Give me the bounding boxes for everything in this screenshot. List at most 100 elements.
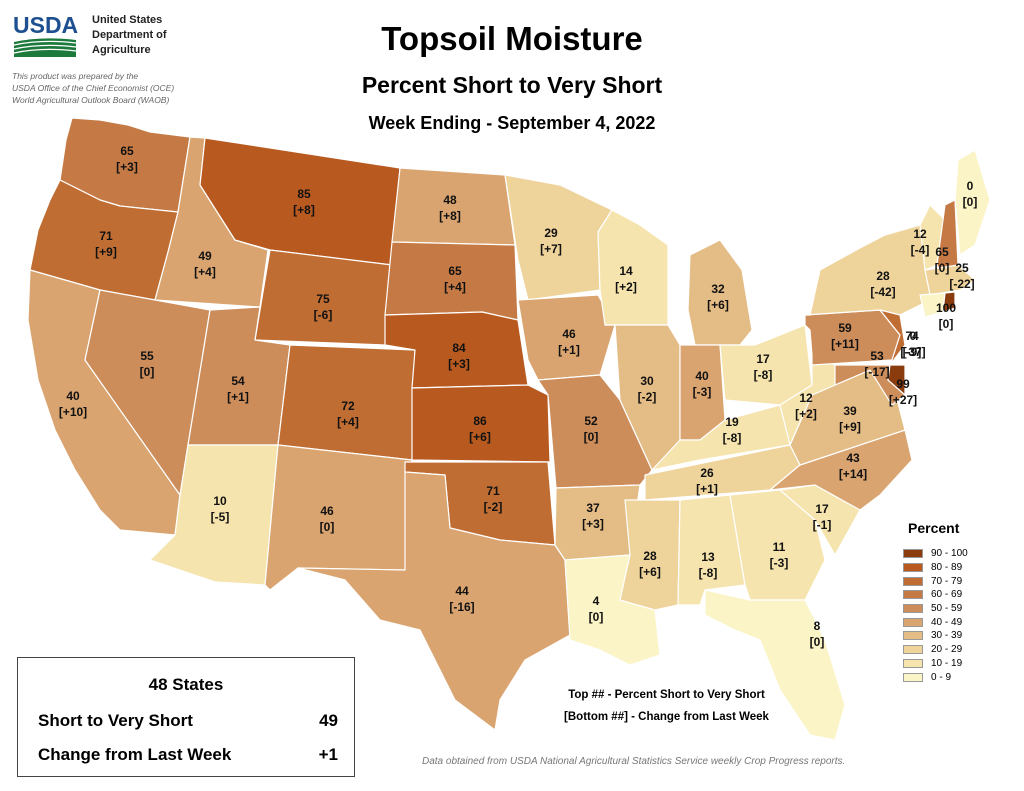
state-change-ky: [-8] — [723, 431, 742, 445]
state-change-id: [+4] — [194, 265, 216, 279]
state-value-az: 10 — [213, 494, 227, 508]
state-value-id: 49 — [198, 249, 212, 263]
state-change-ca: [+10] — [59, 405, 87, 419]
summary-title: 48 States — [148, 675, 224, 694]
state-change-ia: [+1] — [558, 343, 580, 357]
state-change-oh: [-8] — [754, 368, 773, 382]
state-value-mo: 52 — [584, 414, 598, 428]
state-change-wv: [+2] — [795, 407, 817, 421]
state-change-ct: [-37] — [900, 345, 925, 359]
key-top-note: Top ## - Percent Short to Very Short — [568, 689, 765, 701]
state-value-me: 0 — [967, 179, 974, 193]
legend-swatch — [903, 604, 923, 614]
state-value-ks: 86 — [473, 414, 487, 428]
state-fl — [704, 589, 846, 741]
state-change-wi: [+2] — [615, 280, 637, 294]
state-change-nm: [0] — [320, 520, 335, 534]
state-change-ny: [-42] — [870, 285, 895, 299]
state-change-mt: [+8] — [293, 203, 315, 217]
agency-name: United States Department of Agriculture — [92, 13, 167, 58]
legend-item: 50 - 59 — [903, 602, 968, 616]
legend-label: 60 - 69 — [931, 589, 963, 601]
state-change-vt: [-4] — [911, 243, 930, 257]
state-change-va: [+9] — [839, 420, 861, 434]
state-change-co: [+4] — [337, 415, 359, 429]
state-change-mo: [0] — [584, 430, 599, 444]
legend-swatch — [903, 631, 923, 641]
legend-label: 40 - 49 — [931, 616, 963, 628]
state-change-az: [-5] — [211, 510, 230, 524]
summary-label: Change from Last Week — [38, 745, 232, 764]
legend-item: 90 - 100 — [903, 547, 968, 561]
state-change-nc: [+14] — [839, 467, 867, 481]
legend-swatch — [903, 549, 923, 559]
state-change-ok: [-2] — [484, 500, 503, 514]
legend: Percent 90 - 100 80 - 89 70 - 79 60 - 69 50 … — [903, 520, 968, 684]
state-change-sc: [-1] — [813, 518, 832, 532]
state-ma — [924, 264, 976, 296]
state-tx — [297, 471, 571, 731]
state-value-nm: 46 — [320, 504, 334, 518]
agency-line: Department of — [92, 29, 167, 41]
state-value-md: 53 — [870, 349, 884, 363]
legend-item: 60 - 69 — [903, 588, 968, 602]
summary-box: 48 States Short to Very Short 49 Change … — [17, 657, 355, 777]
legend-label: 90 - 100 — [931, 548, 968, 560]
state-change-de: [+27] — [889, 393, 917, 407]
state-change-ms: [+6] — [639, 565, 661, 579]
state-change-fl: [0] — [810, 635, 825, 649]
legend-title: Percent — [908, 520, 960, 536]
state-value-wy: 75 — [316, 292, 330, 306]
state-change-md: [-17] — [864, 365, 889, 379]
state-value-tx: 44 — [455, 584, 469, 598]
state-change-ut: [+1] — [227, 390, 249, 404]
state-ri — [942, 291, 956, 313]
legend-item: 0 - 9 — [903, 670, 968, 684]
agency-line: Agriculture — [92, 44, 151, 56]
week-ending: Week Ending - September 4, 2022 — [368, 113, 656, 133]
state-value-mi: 32 — [711, 282, 725, 296]
state-value-co: 72 — [341, 399, 355, 413]
state-change-me: [0] — [963, 195, 978, 209]
state-value-sd: 65 — [448, 264, 462, 278]
map-subtitle: Percent Short to Very Short — [361, 72, 663, 98]
state-value-de: 99 — [896, 377, 910, 391]
agency-line: United States — [92, 14, 163, 26]
state-change-ma: [-22] — [949, 277, 974, 291]
state-value-ut: 54 — [231, 374, 245, 388]
state-value-nj: 74 — [905, 329, 919, 343]
state-value-va: 39 — [843, 404, 857, 418]
state-value-in: 40 — [695, 369, 709, 383]
state-value-ca: 40 — [66, 389, 80, 403]
legend-item: 20 - 29 — [903, 643, 968, 657]
state-value-nd: 48 — [443, 193, 457, 207]
usda-logo-text: USDA — [13, 12, 78, 38]
state-value-wi: 14 — [619, 264, 633, 278]
state-value-fl: 8 — [814, 619, 821, 633]
state-change-nj: [-9] — [903, 345, 922, 359]
state-value-ky: 19 — [725, 415, 739, 429]
state-value-ri: 100 — [936, 301, 956, 315]
state-value-ar: 37 — [586, 501, 600, 515]
state-change-il: [-2] — [638, 390, 657, 404]
state-value-oh: 17 — [756, 352, 770, 366]
state-value-ga: 11 — [773, 540, 786, 554]
state-value-ok: 71 — [486, 484, 500, 498]
state-change-mn: [+7] — [540, 242, 562, 256]
state-il — [604, 324, 681, 471]
legend-swatch — [903, 658, 923, 668]
legend-item: 80 - 89 — [903, 561, 968, 575]
state-change-nd: [+8] — [439, 209, 461, 223]
state-change-nv: [0] — [140, 365, 155, 379]
legend-swatch — [903, 563, 923, 573]
legend-label: 70 - 79 — [931, 575, 963, 587]
state-change-mi: [+6] — [707, 298, 729, 312]
usda-logo: USDA — [13, 12, 78, 57]
state-change-al: [-8] — [699, 566, 718, 580]
summary-row-short: Short to Very Short 49 — [38, 711, 338, 731]
credit-line: This product was prepared by the — [12, 71, 139, 81]
state-mi — [687, 239, 753, 346]
legend-swatch — [903, 672, 923, 682]
state-change-ri: [0] — [939, 317, 954, 331]
